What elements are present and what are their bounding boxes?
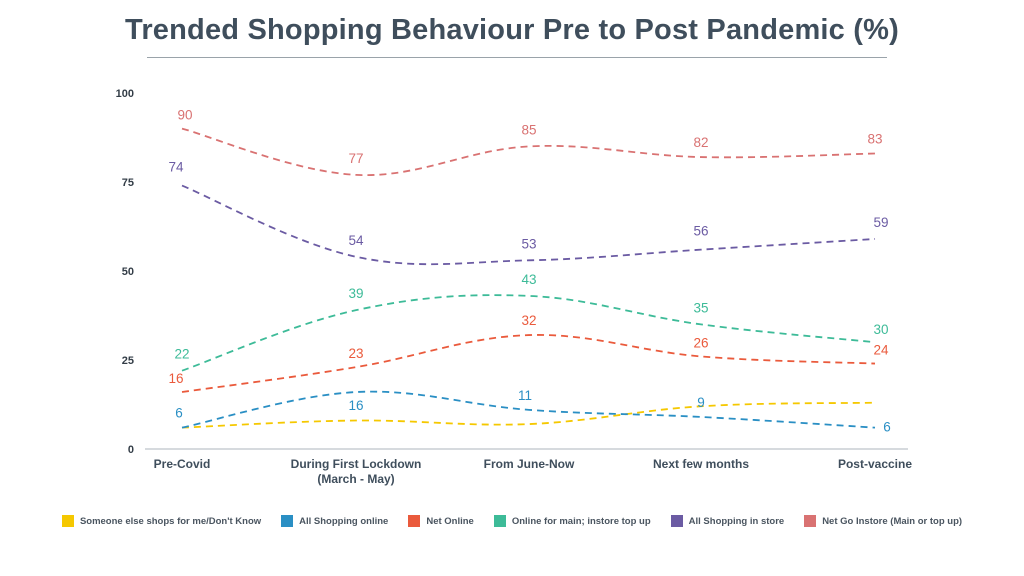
data-label: 6 [175, 406, 183, 421]
series-lines [181, 127, 876, 429]
series-line-0 [181, 401, 876, 429]
data-label: 83 [867, 132, 882, 147]
data-label: 32 [521, 313, 536, 328]
axes: 0 25 50 75 100 Pre-Covid During First Lockdown… [116, 88, 913, 486]
data-label: 90 [177, 108, 192, 123]
data-labels: 6 16 11 9 6 16 23 32 26 24 22 39 43 35 30 74 54 53 56 59 90 7… [168, 108, 890, 435]
data-label: 43 [521, 272, 536, 287]
data-label: 24 [873, 343, 889, 358]
x-tick-label: Next few months [653, 457, 749, 471]
data-label: 85 [521, 122, 536, 137]
data-label: 16 [348, 398, 363, 413]
data-label: 16 [168, 371, 183, 386]
data-label: 11 [518, 388, 532, 403]
legend-label: All Shopping in store [688, 515, 785, 527]
series-line-4 [181, 184, 876, 266]
series-line-2 [181, 334, 876, 393]
legend-label: Net Online [426, 515, 474, 527]
data-label: 39 [348, 286, 363, 301]
data-label: 30 [873, 322, 888, 337]
x-tick-label: (March - May) [317, 472, 394, 486]
legend-swatch [493, 515, 506, 527]
title-divider [147, 57, 887, 58]
x-tick-label: Post-vaccine [838, 457, 912, 471]
legend-label: All Shopping online [299, 515, 389, 527]
legend-swatch [61, 515, 74, 527]
legend-label: Net Go Instore (Main or top up) [822, 515, 963, 527]
data-label: 53 [521, 236, 536, 251]
x-tick-label: From June-Now [484, 457, 575, 471]
y-tick-label: 100 [116, 88, 134, 100]
y-tick-label: 25 [122, 355, 134, 367]
legend-item: Someone else shops for me/Don't Know [61, 515, 262, 527]
y-tick-label: 50 [122, 266, 134, 278]
x-tick-label: During First Lockdown [291, 457, 422, 471]
data-label: 77 [348, 151, 363, 166]
legend: Someone else shops for me/Don't Know All … [0, 515, 1024, 527]
legend-item: All Shopping online [281, 515, 388, 527]
chart-title: Trended Shopping Behaviour Pre to Post P… [125, 14, 899, 46]
data-label: 6 [883, 420, 891, 435]
data-label: 9 [697, 395, 705, 410]
legend-item: Online for main; instore top up [493, 515, 651, 527]
line-chart: 0 25 50 75 100 Pre-Covid During First Lockdown… [116, 88, 913, 486]
series-line-3 [181, 294, 876, 372]
y-tick-label: 0 [128, 444, 134, 456]
data-label: 59 [873, 215, 888, 230]
legend-item: Net Online [408, 515, 474, 527]
x-tick-label: Pre-Covid [154, 457, 211, 471]
data-label: 74 [168, 160, 184, 175]
legend-swatch [408, 515, 421, 527]
legend-swatch [281, 515, 294, 527]
series-line-1 [181, 390, 876, 429]
legend-label: Online for main; instore top up [511, 515, 651, 527]
y-tick-label: 75 [122, 177, 134, 189]
data-label: 23 [348, 346, 363, 361]
data-label: 26 [693, 335, 708, 350]
legend-swatch [670, 515, 683, 527]
legend-item: Net Go Instore (Main or top up) [804, 515, 962, 527]
data-label: 54 [348, 233, 364, 248]
legend-item: All Shopping in store [670, 515, 785, 527]
legend-label: Someone else shops for me/Don't Know [79, 515, 262, 527]
series-line-5 [181, 127, 876, 177]
data-label: 35 [693, 300, 708, 315]
legend-swatch [804, 515, 817, 527]
data-label: 22 [174, 347, 189, 362]
data-label: 82 [693, 135, 708, 150]
data-label: 56 [693, 224, 708, 239]
